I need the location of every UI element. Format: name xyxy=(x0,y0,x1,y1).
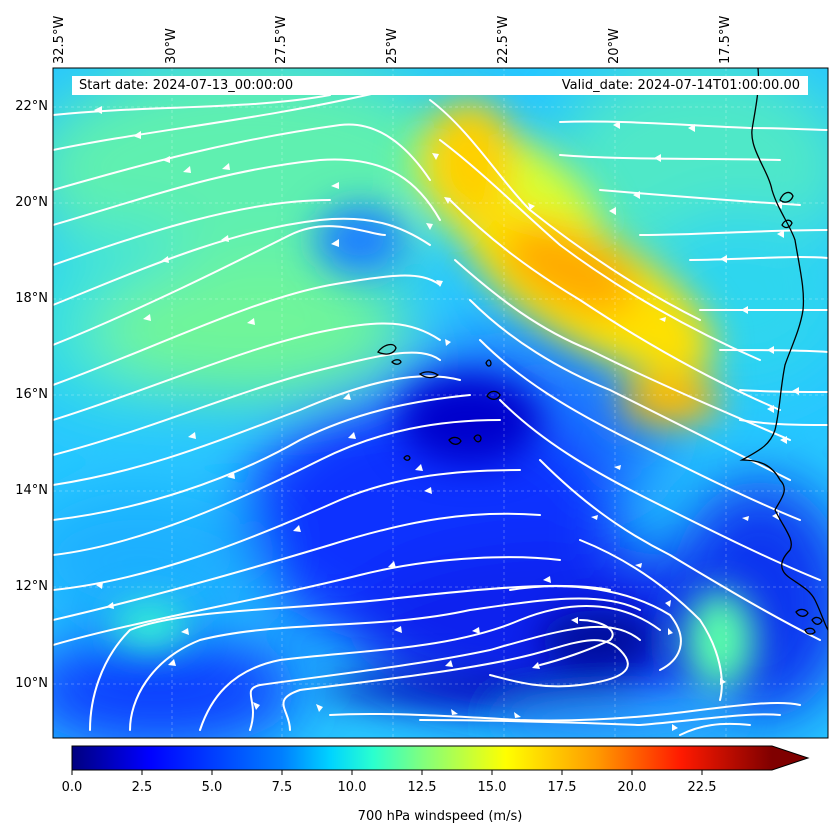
coastline xyxy=(377,68,828,635)
lat-label: 18°N xyxy=(15,291,48,306)
lat-label: 10°N xyxy=(15,676,48,691)
colorbar-tick-label: 5.0 xyxy=(201,780,223,795)
streamline-arrows xyxy=(94,106,799,731)
colorbar-frame xyxy=(71,745,810,771)
lon-label: 32.5°W xyxy=(52,15,67,64)
streamlines xyxy=(53,91,828,736)
colorbar-tick-label: 22.5 xyxy=(687,780,717,795)
lat-label: 22°N xyxy=(15,99,48,114)
lat-label: 20°N xyxy=(15,195,48,210)
colorbar-extend-arrow xyxy=(772,746,808,770)
colorbar-tick-label: 10.0 xyxy=(337,780,367,795)
map-frame xyxy=(52,67,829,739)
start-date-label: Start date: 2024-07-13_00:00:00 xyxy=(79,78,294,93)
date-box xyxy=(72,76,808,95)
colorbar-tick-marks xyxy=(71,770,703,775)
colorbar-tick-label: 0.0 xyxy=(61,780,83,795)
valid-date-label: Valid_date: 2024-07-14T01:00:00.00 xyxy=(561,78,800,93)
lat-label: 12°N xyxy=(15,579,48,594)
lat-label: 14°N xyxy=(15,483,48,498)
colorbar-tick-label: 2.5 xyxy=(131,780,153,795)
lon-label: 22.5°W xyxy=(496,15,511,64)
colorbar-tick-label: 17.5 xyxy=(547,780,577,795)
colorbar-label: 700 hPa windspeed (m/s) xyxy=(357,809,523,824)
windspeed-field xyxy=(53,68,828,738)
lon-label: 27.5°W xyxy=(274,15,289,64)
colorbar-tick-label: 20.0 xyxy=(617,780,647,795)
lon-label: 30°W xyxy=(164,28,179,64)
colorbar-fill xyxy=(72,746,772,770)
lat-label: 16°N xyxy=(15,387,48,402)
colorbar-tick-label: 12.5 xyxy=(407,780,437,795)
colorbar-tick-label: 15.0 xyxy=(477,780,507,795)
colorbar-tick-label: 7.5 xyxy=(271,780,293,795)
lon-label: 25°W xyxy=(385,28,400,64)
lon-label: 17.5°W xyxy=(718,15,733,64)
lon-label: 20°W xyxy=(607,28,622,64)
